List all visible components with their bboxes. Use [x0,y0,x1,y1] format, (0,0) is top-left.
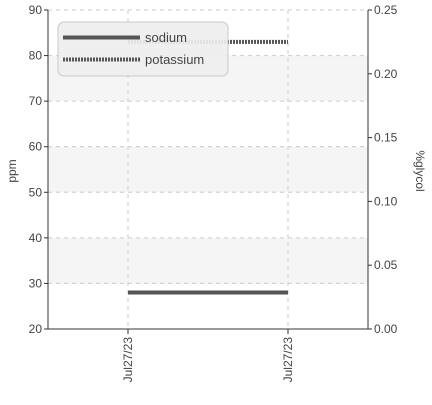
right-tick-label: 0.00 [374,322,398,336]
legend-box [57,21,229,77]
plot-band [48,237,368,284]
left-axis-title: ppm [5,159,19,182]
right-tick-label: 0.15 [374,131,398,145]
left-axis-ticks: 20 30 40 50 60 70 80 90 [29,3,48,336]
left-tick-label: 80 [29,49,43,63]
right-tick-label: 0.25 [374,3,398,17]
legend: sodium potassium [57,21,229,77]
right-tick-label: 0.05 [374,258,398,272]
left-tick-label: 70 [29,94,43,108]
left-tick-label: 90 [29,3,43,17]
left-tick-label: 30 [29,276,43,290]
left-tick-label: 20 [29,322,43,336]
left-tick-label: 50 [29,185,43,199]
right-tick-label: 0.10 [374,194,398,208]
right-axis-title: %glycol [413,150,427,191]
plot-bands [48,55,368,284]
x-axis-ticks: Jul27/23 Jul27/23 [121,329,295,382]
right-axis-ticks: 0.00 0.05 0.10 0.15 0.20 0.25 [368,3,398,336]
left-tick-label: 60 [29,140,43,154]
plot-band [48,146,368,193]
x-tick-label: Jul27/23 [121,337,135,383]
right-tick-label: 0.20 [374,67,398,81]
left-tick-label: 40 [29,231,43,245]
legend-label-potassium: potassium [145,52,204,67]
x-tick-label: Jul27/23 [281,337,295,383]
axes [47,10,369,330]
legend-label-sodium: sodium [145,30,187,45]
